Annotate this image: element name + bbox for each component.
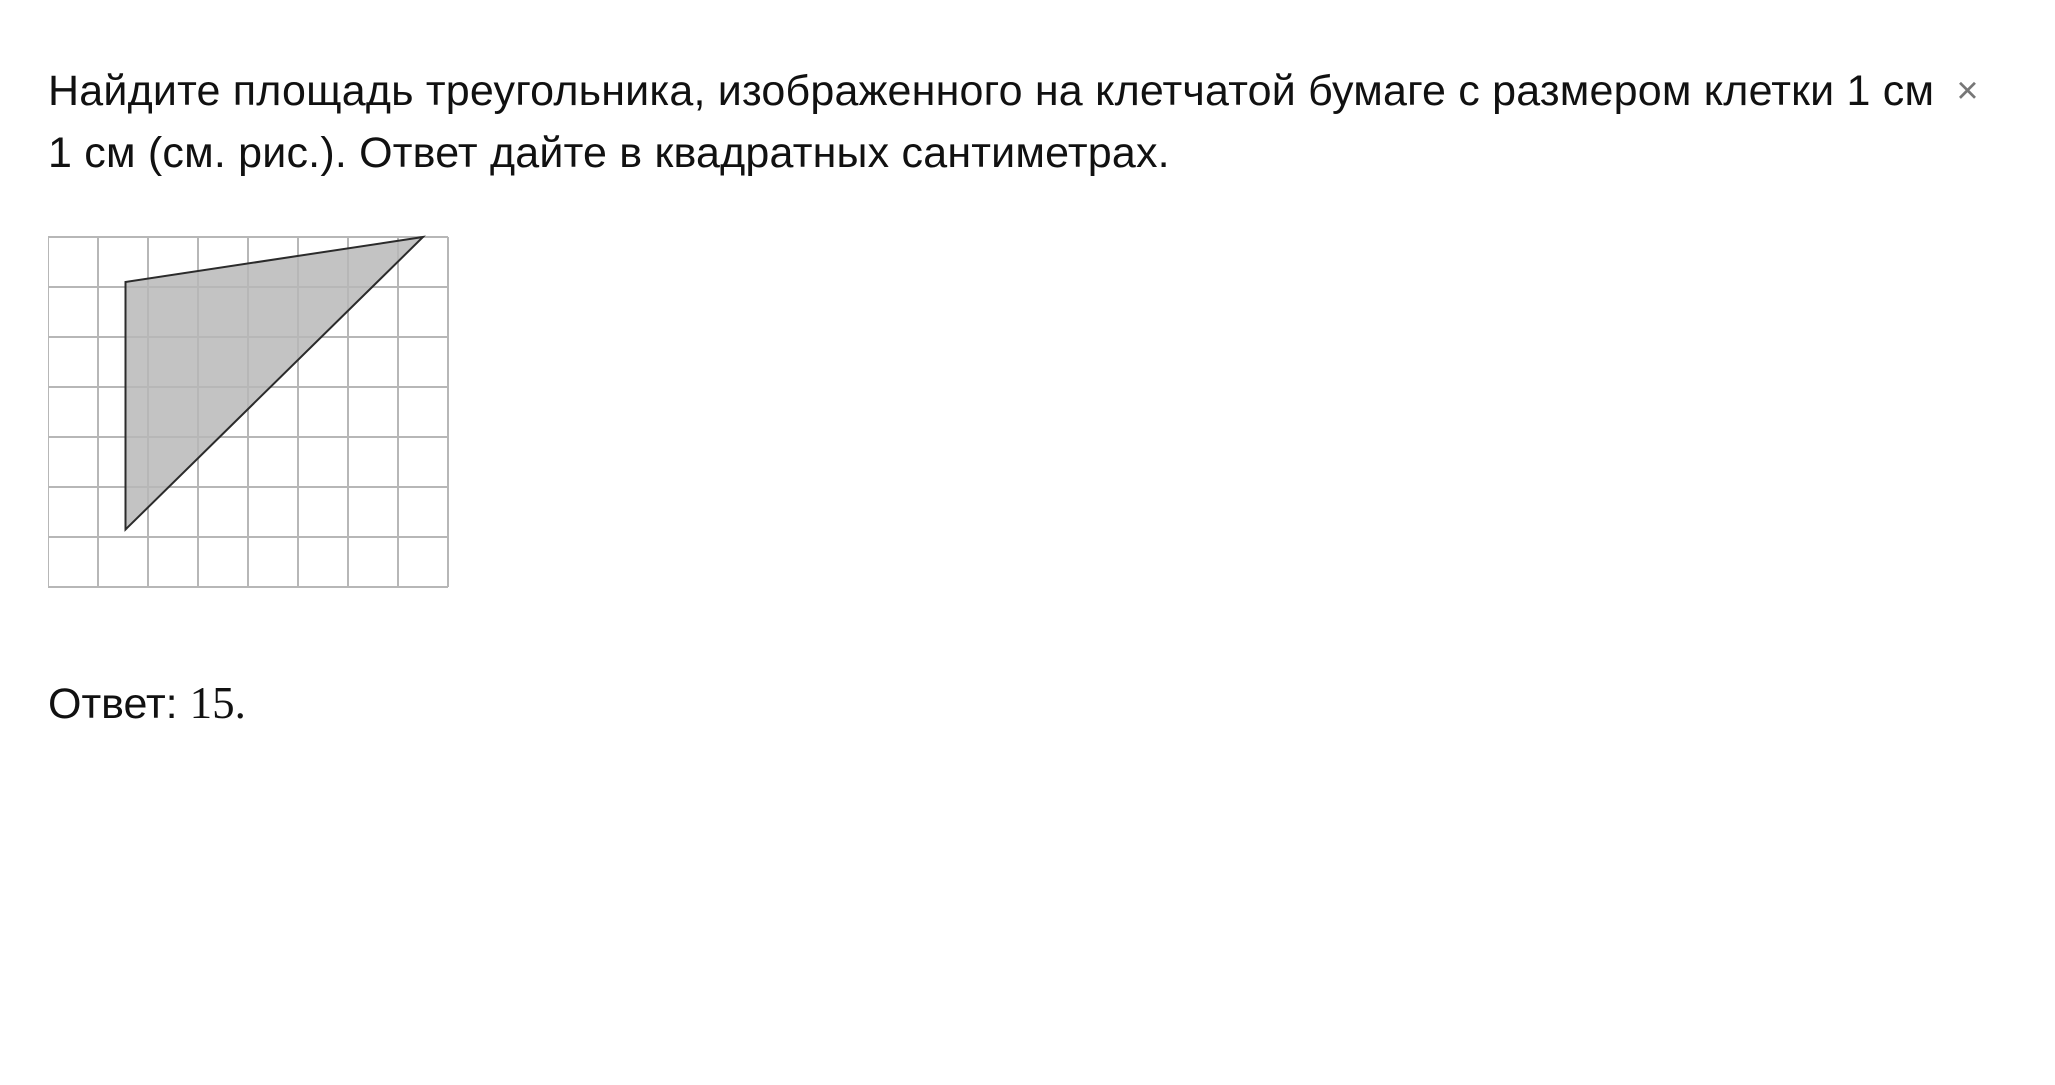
problem-text-part-2: 1 см (см. рис.). Ответ дайте в квадратны… (48, 129, 1170, 177)
problem-text-part-1: Найдите площадь треугольника, изображенн… (48, 67, 1946, 115)
problem-statement: Найдите площадь треугольника, изображенн… (48, 60, 2007, 185)
answer-label: Ответ: (48, 680, 190, 728)
answer-value: 15. (190, 678, 246, 728)
answer-line: Ответ: 15. (48, 677, 2007, 729)
times-symbol: × (1946, 70, 1988, 112)
figure-grid-triangle (48, 207, 2007, 607)
